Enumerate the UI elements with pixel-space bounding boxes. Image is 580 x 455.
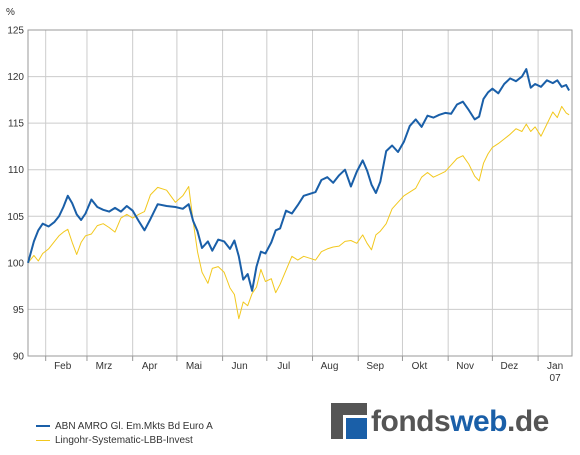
logo-text-de: .de <box>507 405 549 438</box>
fondsweb-logo: fondsweb.de <box>331 403 549 443</box>
x-tick-label-jun: Jun <box>232 361 248 372</box>
x-tick-label-okt: Okt <box>412 361 428 372</box>
logo-square-icon <box>331 403 367 439</box>
y-tick-label-115: 115 <box>8 119 24 130</box>
legend-item-lingohr: Lingohr-Systematic-LBB-Invest <box>36 433 213 447</box>
y-axis-unit-label: % <box>6 7 15 18</box>
y-tick-label-95: 95 <box>13 305 25 316</box>
x-tick-label-sep: Sep <box>366 361 384 372</box>
y-tick-label-90: 90 <box>13 352 25 363</box>
series-line-lingohr <box>27 105 570 320</box>
chart-grid <box>28 29 572 357</box>
x-tick-label-dez: Dez <box>500 361 518 372</box>
x-tick-label-mai: Mai <box>186 361 202 372</box>
y-tick-label-120: 120 <box>7 72 24 83</box>
x-tick-label-nov: Nov <box>456 361 474 372</box>
y-tick-label-110: 110 <box>8 165 24 176</box>
legend-label-lingohr: Lingohr-Systematic-LBB-Invest <box>55 434 193 446</box>
x-tick-label-jul: Jul <box>277 361 290 372</box>
logo-text-fonds: fonds <box>371 405 451 438</box>
y-tick-label-125: 125 <box>7 26 24 37</box>
legend-label-abn-amro: ABN AMRO Gl. Em.Mkts Bd Euro A <box>55 420 213 432</box>
x-tick-label-feb: Feb <box>54 361 72 372</box>
y-tick-label-105: 105 <box>7 212 24 223</box>
x-tick-label-mrz: Mrz <box>96 361 113 372</box>
x-tick-label-aug: Aug <box>321 361 339 372</box>
x-tick-label-jan: Jan <box>547 361 563 372</box>
legend: ABN AMRO Gl. Em.Mkts Bd Euro A Lingohr-S… <box>36 419 213 447</box>
y-axis: 90 95 100 105 110 115 120 125 <box>7 26 24 363</box>
plot-frame <box>27 29 573 357</box>
x-tick-sublabel-jan: 07 <box>550 373 562 384</box>
performance-chart: 90 95 100 105 110 115 120 125 Feb Mrz Apr Mai Jun Ju… <box>6 7 573 384</box>
series-line-abn-amro <box>27 68 570 292</box>
series-group <box>27 68 570 320</box>
y-tick-label-100: 100 <box>7 258 24 269</box>
legend-swatch-lingohr <box>36 439 50 441</box>
legend-swatch-abn-amro <box>36 425 50 427</box>
logo-wordmark: fondsweb.de <box>371 405 549 439</box>
logo-text-web: web <box>450 405 508 438</box>
legend-item-abn-amro: ABN AMRO Gl. Em.Mkts Bd Euro A <box>36 419 213 433</box>
x-tick-label-apr: Apr <box>142 361 158 372</box>
